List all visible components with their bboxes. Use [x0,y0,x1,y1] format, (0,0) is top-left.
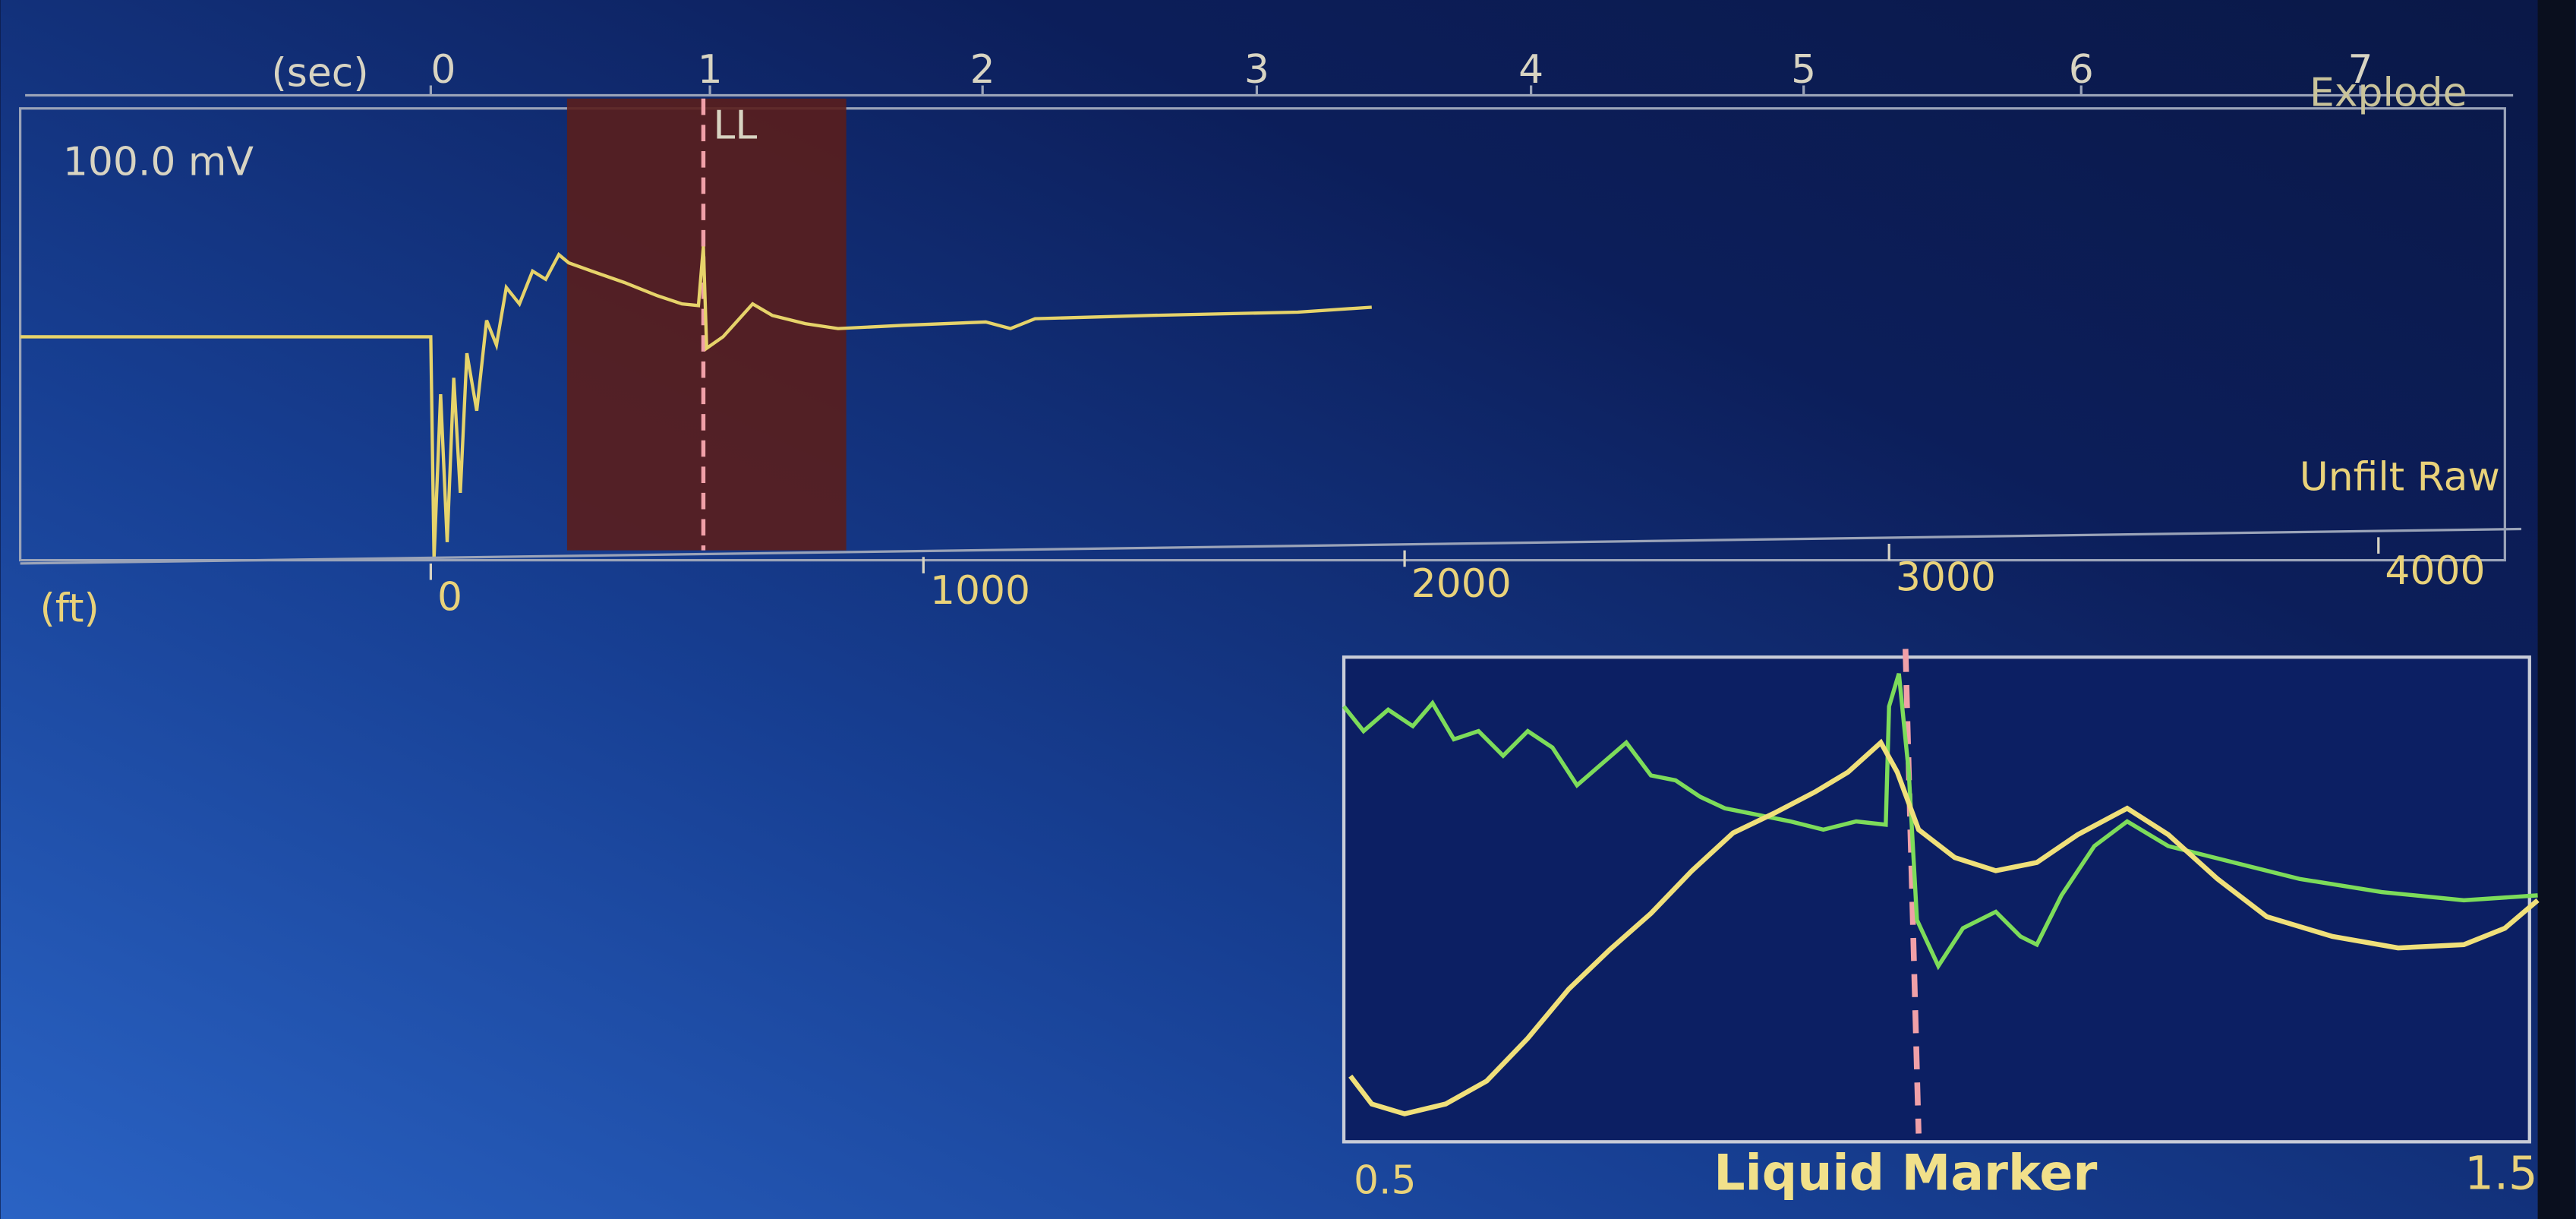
sec-tick-label: 0 [430,47,456,93]
ft-tick-label: 0 [437,575,462,621]
explode-button[interactable]: Explode [2310,70,2467,115]
sec-tick-label: 1 [698,47,723,93]
inset-x-max: 1.5 [2464,1147,2537,1200]
inset-x-min: 0.5 [1354,1157,1417,1203]
sec-tick-label: 2 [970,47,995,93]
scale-label: 100.0 mV [63,139,254,185]
sec-tick-label: 6 [2069,47,2094,93]
marker-label: LL [713,103,757,149]
ft-tick-label: 1000 [930,568,1030,614]
sec-tick-label: 3 [1244,47,1269,93]
ft-tick-label: 2000 [1411,561,1512,607]
ft-tick-label: 3000 [1896,555,1996,601]
screen: (sec) 01234567 LL 100.0 mV Explode Unfil… [0,0,2576,1219]
inset-panel [1344,657,2530,1142]
sec-tick-label: 4 [1518,47,1543,93]
ft-tick-label: 4000 [2385,548,2485,594]
sec-unit: (sec) [272,51,369,96]
sec-tick-label: 5 [1791,47,1816,93]
inset-title: Liquid Marker [1714,1145,2097,1202]
ft-unit: (ft) [40,586,99,632]
bezel [2538,0,2576,1219]
mode-label: Unfilt Raw [2300,455,2500,501]
